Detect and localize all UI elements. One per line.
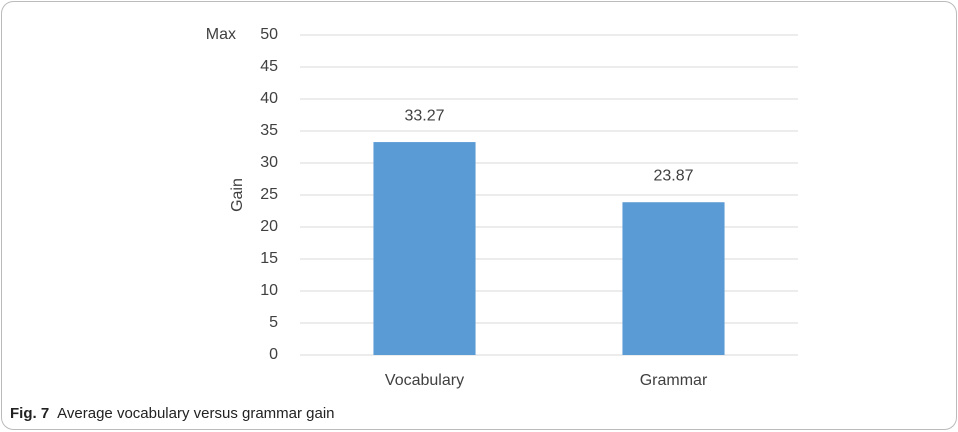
y-tick-label: 45: [260, 58, 278, 75]
y-tick-label: 30: [260, 154, 278, 171]
y-tick-label: 15: [260, 250, 278, 267]
y-tick-label: 5: [269, 314, 278, 331]
data-label: 33.27: [404, 107, 444, 124]
y-tick-label: 10: [260, 282, 278, 299]
data-label: 23.87: [653, 167, 693, 184]
caption-label: Fig. 7: [10, 405, 49, 422]
y-tick-label: 50: [260, 26, 278, 43]
y-tick-label: 20: [260, 218, 278, 235]
x-tick-label: Vocabulary: [385, 372, 464, 389]
y-tick-label: 0: [269, 346, 278, 363]
caption-text: Average vocabulary versus grammar gain: [57, 405, 334, 422]
bar: [373, 142, 476, 355]
bar: [622, 202, 725, 355]
annotation: Max: [206, 26, 236, 43]
y-tick-label: 35: [260, 122, 278, 139]
y-tick-label: 40: [260, 90, 278, 107]
x-tick-label: Grammar: [640, 372, 708, 389]
caption: Fig. 7 Average vocabulary versus grammar …: [10, 405, 335, 422]
y-axis-label: Gain: [229, 178, 246, 212]
y-tick-label: 25: [260, 186, 278, 203]
